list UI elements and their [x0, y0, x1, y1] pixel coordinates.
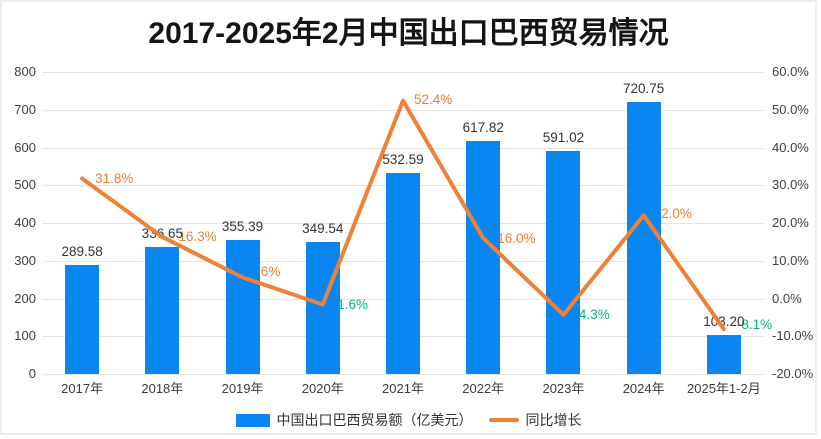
- y-axis-right-tick: 30.0%: [772, 177, 809, 193]
- y-axis-left-tick: 100: [14, 328, 36, 344]
- y-axis-left-tick: 300: [14, 252, 36, 268]
- y-axis-right-tick: 0.0%: [772, 290, 802, 306]
- gridline: [42, 374, 764, 375]
- bar: [626, 101, 661, 374]
- bar-value-label: 336.65: [141, 225, 183, 241]
- y-axis-left-tick: 500: [14, 177, 36, 193]
- y-axis-right-tick: -20.0%: [772, 366, 814, 381]
- legend-swatch-bar: [235, 413, 270, 427]
- y-axis-left-tick: 600: [14, 139, 36, 155]
- bar: [305, 242, 340, 374]
- y-axis-right-tick: 40.0%: [772, 139, 809, 155]
- y-axis-left-tick: 800: [14, 64, 36, 79]
- bar-value-label: 103.20: [703, 314, 745, 330]
- bar-value-label: 532.59: [382, 151, 424, 167]
- legend-label: 中国出口巴西贸易额（亿美元）: [276, 412, 473, 428]
- x-axis-label: 2017年: [61, 381, 104, 396]
- bar: [706, 335, 741, 374]
- bar: [225, 239, 260, 374]
- growth-line-label: -8.1%: [736, 317, 773, 333]
- legend: 中国出口巴西贸易额（亿美元） 同比增长: [2, 410, 815, 430]
- y-axis-right-tick: 60.0%: [772, 64, 809, 79]
- legend-swatch-line: [488, 418, 519, 422]
- x-axis-label: 2020年: [301, 381, 344, 396]
- y-axis-left-tick: 200: [14, 290, 36, 306]
- chart-title: 2017-2025年2月中国出口巴西贸易情况: [148, 17, 669, 50]
- bar-value-label: 720.75: [623, 80, 665, 96]
- legend-item-line-series: 同比增长: [488, 410, 582, 430]
- bar: [386, 172, 420, 374]
- gridline: [42, 72, 764, 73]
- bar: [145, 246, 180, 374]
- x-axis-label: 2022年: [462, 381, 505, 396]
- y-axis-right-tick: -10.0%: [772, 328, 814, 344]
- growth-line-label: 16.3%: [178, 228, 217, 244]
- bar: [65, 264, 100, 374]
- bar-value-label: 591.02: [542, 129, 585, 145]
- y-axis-left-tick: 400: [14, 215, 36, 230]
- bar: [466, 140, 501, 374]
- growth-line-label: 31.8%: [95, 171, 134, 187]
- y-axis-left-tick: 700: [14, 101, 36, 117]
- x-axis-label: 2024年: [622, 381, 665, 396]
- y-axis-right-tick: 20.0%: [772, 215, 809, 230]
- x-axis-label: 2025年1-2月: [687, 381, 761, 396]
- growth-line-label: 52.4%: [414, 91, 453, 107]
- legend-label: 同比增长: [525, 412, 582, 428]
- y-axis-left-tick: 0: [28, 366, 36, 381]
- x-axis-label: 2023年: [542, 381, 585, 396]
- y-axis-right-tick: 50.0%: [772, 101, 809, 117]
- x-axis-label: 2018年: [141, 381, 184, 396]
- y-axis-right-tick: 10.0%: [772, 252, 809, 268]
- bar-value-label: 617.82: [462, 119, 504, 135]
- bar-value-label: 289.58: [61, 243, 103, 259]
- bar: [546, 150, 581, 374]
- legend-item-bar-series: 中国出口巴西贸易额（亿美元）: [235, 410, 473, 430]
- x-axis-label: 2021年: [382, 381, 424, 396]
- bar-value-label: 355.39: [221, 218, 264, 234]
- growth-line-label: 16.0%: [497, 231, 536, 247]
- bar-value-label: 349.54: [302, 221, 344, 237]
- x-axis-label: 2019年: [221, 381, 264, 396]
